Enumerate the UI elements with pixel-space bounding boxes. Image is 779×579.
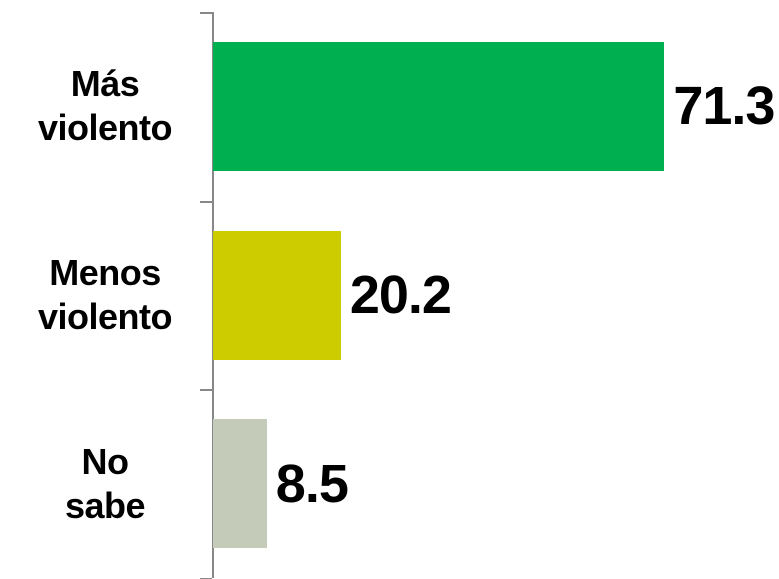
- axis-tick: [200, 200, 212, 203]
- bar: [213, 230, 341, 360]
- category-label: Más violento: [37, 63, 173, 149]
- value-label: 20.2: [349, 265, 452, 325]
- bar: [213, 41, 665, 171]
- category-label: No sabe: [64, 440, 146, 526]
- axis-tick: [200, 389, 212, 392]
- axis-tick: [200, 12, 212, 14]
- category-label: Menos violento: [37, 252, 173, 337]
- bar: [213, 419, 267, 549]
- value-label: 8.5: [275, 453, 349, 514]
- value-label: 71.3: [673, 76, 775, 137]
